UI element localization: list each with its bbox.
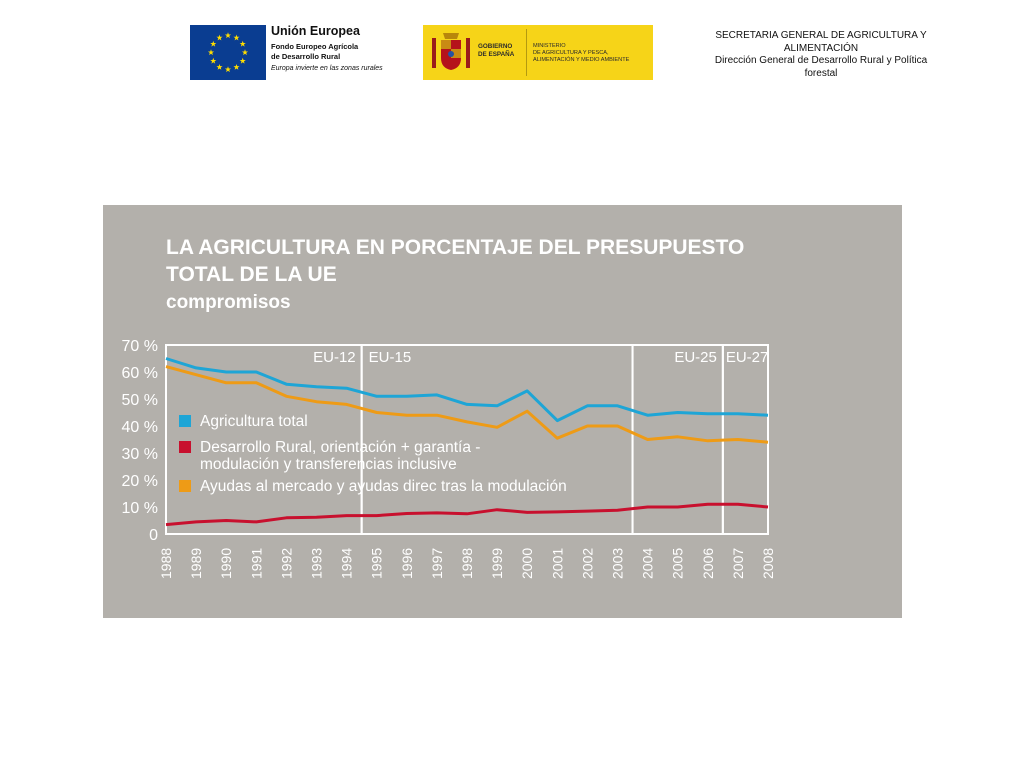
- secretaria-line1: SECRETARIA GENERAL DE AGRICULTURA Y: [715, 30, 927, 41]
- logo-divider: [526, 29, 527, 76]
- x-tick-label: 1993: [309, 548, 325, 579]
- eu-star-icon: [216, 34, 223, 41]
- series-line-0: [165, 357, 769, 423]
- eu-fund-line2: de Desarrollo Rural: [271, 52, 341, 61]
- spain-ministry-logo: GOBIERNO DE ESPAÑA MINISTERIO DE AGRICUL…: [423, 25, 653, 80]
- y-tick-label: 40 %: [122, 419, 158, 436]
- eu-star-icon: [233, 34, 240, 41]
- x-tick-label: 2003: [610, 548, 626, 579]
- secretaria-line2: ALIMENTACIÓN: [783, 42, 859, 54]
- eu-star-icon: [224, 66, 232, 73]
- eu-star-icon: [210, 57, 217, 64]
- x-tick-label: 1997: [429, 548, 445, 579]
- period-label: EU-25: [674, 349, 717, 366]
- ministerio-line2: DE AGRICULTURA Y PESCA,: [533, 50, 609, 56]
- y-tick-label: 60 %: [122, 365, 158, 382]
- x-tick-label: 1989: [188, 548, 204, 579]
- ministerio-line1: MINISTERIO: [533, 43, 566, 49]
- period-label: EU-27: [726, 349, 769, 366]
- legend-swatch: [179, 441, 191, 453]
- legend-label: Agricultura total: [200, 413, 308, 430]
- y-tick-label: 70 %: [122, 338, 158, 355]
- x-tick-label: 1991: [248, 548, 264, 579]
- ministerio-line3: ALIMENTACIÓN Y MEDIO AMBIENTE: [533, 57, 630, 63]
- y-tick-label: 0: [149, 527, 158, 544]
- x-tick-label: 2007: [730, 548, 746, 579]
- period-label: EU-12: [313, 349, 356, 366]
- eu-flag-icon: [190, 25, 266, 80]
- eu-logo: Unión Europea Fondo Europeo Agrícola de …: [190, 24, 400, 82]
- chart-panel: LA AGRICULTURA EN PORCENTAJE DEL PRESUPU…: [103, 205, 902, 618]
- eu-fund-line1: Fondo Europeo Agrícola: [271, 42, 359, 51]
- eu-star-icon: [239, 40, 246, 47]
- gobierno-line1: GOBIERNO: [478, 43, 513, 50]
- series-line-2: [165, 365, 769, 444]
- x-tick-label: 2005: [670, 548, 686, 579]
- eu-title: Unión Europea: [271, 24, 360, 38]
- x-tick-label: 1990: [218, 548, 234, 579]
- spain-crest-icon: [429, 30, 473, 75]
- legend-swatch: [179, 480, 191, 492]
- x-tick-label: 2002: [579, 548, 595, 579]
- x-tick-label: 2008: [760, 548, 776, 579]
- secretaria-line3: Dirección General de Desarrollo Rural y …: [714, 55, 928, 66]
- x-tick-label: 1988: [158, 548, 174, 579]
- eu-star-icon: [210, 40, 217, 47]
- y-tick-label: 20 %: [122, 473, 158, 490]
- eu-star-icon: [207, 49, 215, 56]
- secretaria-line4: forestal: [804, 67, 838, 79]
- chart-title-line2: TOTAL DE LA UE: [166, 263, 337, 286]
- legend-label: modulación y transferencias inclusive: [200, 456, 457, 473]
- x-tick-label: 1994: [339, 548, 355, 579]
- x-tick-label: 2004: [640, 548, 656, 579]
- legend-label: Desarrollo Rural, orientación + garantía…: [200, 439, 480, 456]
- x-tick-label: 1999: [489, 548, 505, 579]
- eu-star-icon: [241, 49, 249, 56]
- x-tick-label: 1996: [399, 548, 415, 579]
- x-tick-label: 1995: [369, 548, 385, 579]
- x-tick-label: 2006: [700, 548, 716, 579]
- eu-star-icon: [216, 64, 223, 70]
- y-tick-label: 10 %: [122, 500, 158, 517]
- gobierno-line2: DE ESPAÑA: [478, 50, 515, 58]
- period-label: EU-15: [369, 349, 412, 366]
- legend-swatch: [179, 415, 191, 427]
- secretaria-heading: SECRETARIA GENERAL DE AGRICULTURA Y ALIM…: [705, 30, 937, 80]
- eu-star-icon: [224, 32, 232, 39]
- chart-subtitle: compromisos: [166, 292, 291, 313]
- eu-star-icon: [233, 64, 240, 70]
- x-tick-label: 1998: [459, 548, 475, 579]
- x-tick-label: 2000: [519, 548, 535, 579]
- budget-line-chart: LA AGRICULTURA EN PORCENTAJE DEL PRESUPU…: [122, 236, 776, 579]
- y-tick-label: 30 %: [122, 446, 158, 463]
- legend-label: Ayudas al mercado y ayudas direc tras la…: [200, 478, 567, 495]
- chart-title-line1: LA AGRICULTURA EN PORCENTAJE DEL PRESUPU…: [166, 236, 744, 259]
- series-line-1: [165, 502, 769, 527]
- x-tick-label: 1992: [278, 548, 294, 579]
- x-tick-label: 2001: [549, 548, 565, 579]
- eu-motto: Europa invierte en las zonas rurales: [271, 65, 383, 72]
- y-tick-label: 50 %: [122, 392, 158, 409]
- eu-star-icon: [239, 57, 246, 64]
